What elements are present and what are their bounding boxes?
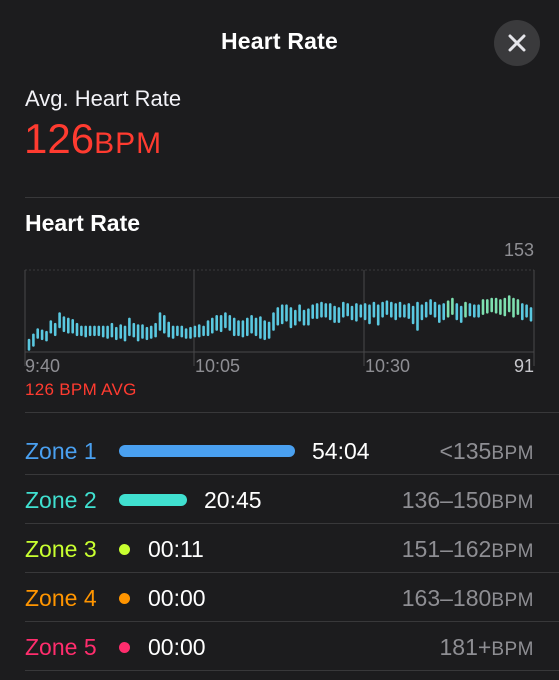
zone-time: 00:11 [148, 536, 204, 562]
y-axis-min-label: 91 [513, 356, 534, 376]
zone-time: 00:00 [148, 634, 206, 660]
zone-row-1[interactable]: Zone 1 54:04 <135BPM [0, 426, 559, 475]
zone-row-4[interactable]: Zone 4 00:00 163–180BPM [0, 573, 559, 622]
zone-range: 163–180BPM [402, 585, 534, 612]
zone-name: Zone 1 [25, 438, 97, 464]
divider [25, 474, 559, 475]
zone-range-value: 163–180 [401, 585, 492, 611]
zone-range: 136–150BPM [402, 487, 534, 514]
zone-range-unit: BPM [491, 639, 534, 660]
zone-range-unit: BPM [491, 590, 534, 611]
zone-name: Zone 5 [25, 634, 97, 660]
zone-range-unit: BPM [491, 443, 534, 464]
zone-bar [119, 494, 187, 506]
zone-range-value: 136–150 [401, 487, 492, 513]
avg-value-number: 126 [24, 115, 95, 162]
avg-heart-rate-value: 126BPM [24, 118, 162, 160]
zone-range-unit: BPM [491, 541, 534, 562]
zone-range-value: <135 [439, 438, 492, 464]
zone-range-value: 181+ [439, 634, 492, 660]
zone-row-5[interactable]: Zone 5 00:00 181+BPM [0, 622, 559, 671]
zone-time: 20:45 [204, 487, 262, 513]
divider [25, 572, 559, 573]
x-tick-label: 10:30 [365, 356, 411, 376]
close-button[interactable] [494, 20, 540, 66]
zone-range: 151–162BPM [402, 536, 534, 563]
zone-range-unit: BPM [491, 492, 534, 513]
zone-name: Zone 2 [25, 487, 97, 513]
avg-heart-rate-label: Avg. Heart Rate [25, 86, 182, 111]
x-tick-label: 9:40 [25, 356, 61, 376]
zone-range: <135BPM [440, 438, 535, 465]
divider [25, 670, 559, 671]
close-icon [508, 34, 526, 52]
zone-dot [119, 593, 130, 604]
avg-bpm-note: 126 BPM AVG [25, 380, 137, 399]
zone-row-2[interactable]: Zone 2 20:45 136–150BPM [0, 475, 559, 524]
zone-range-value: 151–162 [401, 536, 492, 562]
divider [25, 523, 559, 524]
zone-name: Zone 4 [25, 585, 97, 611]
chart-section-title: Heart Rate [25, 210, 141, 236]
zone-time: 00:00 [148, 585, 206, 611]
y-axis-max-label: 153 [503, 240, 534, 260]
zone-dot [119, 642, 130, 653]
divider [25, 621, 559, 622]
divider [25, 197, 559, 198]
divider [25, 412, 559, 413]
zone-dot [119, 544, 130, 555]
zone-range: 181+BPM [440, 634, 535, 661]
heart-rate-chart-svg [24, 269, 535, 366]
page-title: Heart Rate [220, 28, 339, 54]
zone-row-3[interactable]: Zone 3 00:11 151–162BPM [0, 524, 559, 573]
zone-name: Zone 3 [25, 536, 97, 562]
x-tick-label: 10:05 [195, 356, 241, 376]
avg-value-unit: BPM [94, 127, 163, 160]
zone-bar [119, 445, 295, 457]
zone-time: 54:04 [312, 438, 370, 464]
heart-rate-chart [0, 236, 559, 406]
